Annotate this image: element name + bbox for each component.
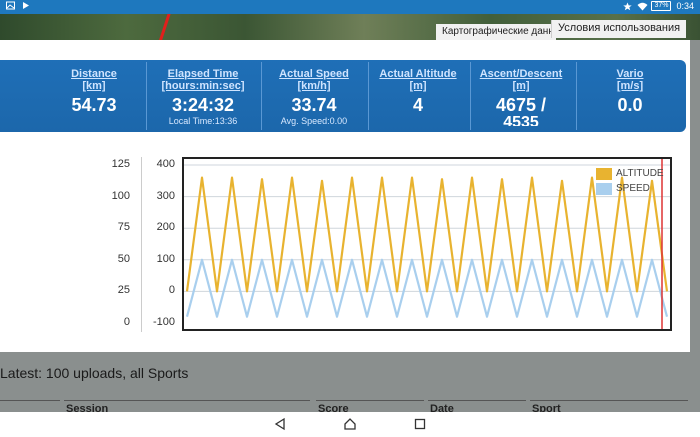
map-terms-link[interactable]: Условия использования: [551, 20, 687, 38]
y-tick-label: 75: [117, 221, 130, 234]
stat-ascent-descent: Ascent/Descent [m] 4675 / 4535: [472, 60, 570, 132]
stat-subvalue: Local Time:13:36: [168, 116, 238, 126]
stat-vario: Vario [m/s] 0.0: [580, 60, 680, 132]
latest-uploads-text: Latest: 100 uploads, all Sports: [0, 365, 189, 381]
image-notification-icon: [6, 1, 15, 10]
divider: [261, 62, 262, 130]
stat-unit: [m/s]: [616, 80, 644, 92]
y-tick-label: 125: [111, 158, 130, 170]
column-header-score[interactable]: Score: [318, 403, 349, 412]
stat-unit: [km/h]: [297, 80, 331, 92]
divider: [316, 400, 424, 401]
legend-label: ALTITUDE: [616, 168, 664, 179]
status-bar: 37% 0:34: [0, 0, 700, 14]
map-attribution[interactable]: Картографические данные: [436, 24, 556, 40]
y-tick-label: 50: [117, 252, 130, 265]
navigation-bar: [0, 412, 700, 437]
stat-label[interactable]: Distance: [71, 68, 117, 80]
y-tick-label: 300: [156, 189, 175, 202]
stats-bar: Distance [km] 54.73 Elapsed Time [hours:…: [0, 60, 686, 132]
column-header-sport[interactable]: Sport: [532, 403, 561, 412]
divider: [576, 62, 577, 130]
chart-legend: ALTITUDE SPEED: [596, 166, 664, 196]
route-line: [156, 14, 173, 40]
star-icon: [623, 2, 633, 11]
legend-speed[interactable]: SPEED: [596, 181, 664, 196]
stat-value: 0.0: [617, 95, 643, 115]
stat-value: 54.73: [71, 95, 117, 115]
stat-label[interactable]: Elapsed Time: [167, 68, 239, 80]
stat-value-second-line: 4535: [503, 116, 539, 126]
stat-label[interactable]: Ascent/Descent: [479, 68, 563, 80]
column-header-date[interactable]: Date: [430, 403, 454, 412]
stat-unit: [m]: [512, 80, 530, 92]
clock: 0:34: [676, 1, 694, 11]
chart-svg: [184, 159, 670, 329]
stat-value: 3:24:32: [171, 95, 235, 115]
legend-altitude[interactable]: ALTITUDE: [596, 166, 664, 181]
stat-value: 4: [412, 95, 423, 115]
stat-actual-speed: Actual Speed [km/h] 33.74 Avg. Speed:0.0…: [264, 60, 364, 132]
divider: [368, 62, 369, 130]
column-header-session[interactable]: Session: [66, 403, 109, 412]
y-tick-label: 0: [168, 284, 175, 297]
divider: [470, 62, 471, 130]
divider: [146, 62, 147, 130]
stat-elapsed-time: Elapsed Time [hours:min:sec] 3:24:32 Loc…: [150, 60, 256, 132]
y-tick-label: 100: [156, 252, 175, 265]
stat-subvalue: Avg. Speed:0.00: [280, 116, 348, 126]
divider: [530, 400, 688, 401]
battery-indicator: 37%: [651, 1, 672, 11]
stat-actual-altitude: Actual Altitude [m] 4: [370, 60, 466, 132]
altitude-speed-chart[interactable]: [182, 157, 672, 331]
stat-unit: [km]: [82, 80, 106, 92]
stat-label[interactable]: Actual Speed: [279, 68, 349, 80]
legend-swatch: [596, 182, 612, 195]
stat-value: 4675 /: [495, 95, 547, 115]
home-icon[interactable]: [343, 417, 357, 431]
uploads-table-header: Session Score Date Sport: [0, 400, 690, 412]
y-tick-label: 400: [156, 158, 175, 170]
divider: [64, 400, 310, 401]
stat-label[interactable]: Actual Altitude: [379, 68, 457, 80]
recent-apps-icon[interactable]: [413, 417, 427, 431]
stat-unit: [hours:min:sec]: [161, 80, 245, 92]
y-tick-label: 200: [156, 221, 175, 234]
divider: [0, 400, 60, 401]
y-tick-label: -100: [152, 316, 175, 328]
axis-line: [141, 157, 142, 332]
speed-series-line: [185, 258, 669, 318]
play-notification-icon: [21, 1, 30, 10]
stat-value: 33.74: [291, 95, 337, 115]
stat-distance: Distance [km] 54.73: [44, 60, 144, 132]
stat-label[interactable]: Vario: [616, 68, 644, 80]
altitude-series-line: [185, 176, 669, 293]
legend-swatch: [596, 167, 612, 180]
y-tick-label: 25: [117, 284, 130, 297]
divider: [428, 400, 526, 401]
y-tick-label: 0: [123, 316, 130, 328]
back-icon[interactable]: [273, 417, 287, 431]
legend-label: SPEED: [616, 183, 650, 194]
y-tick-label: 100: [111, 189, 130, 202]
stat-unit: [m]: [409, 80, 427, 92]
wifi-icon: [637, 2, 648, 11]
